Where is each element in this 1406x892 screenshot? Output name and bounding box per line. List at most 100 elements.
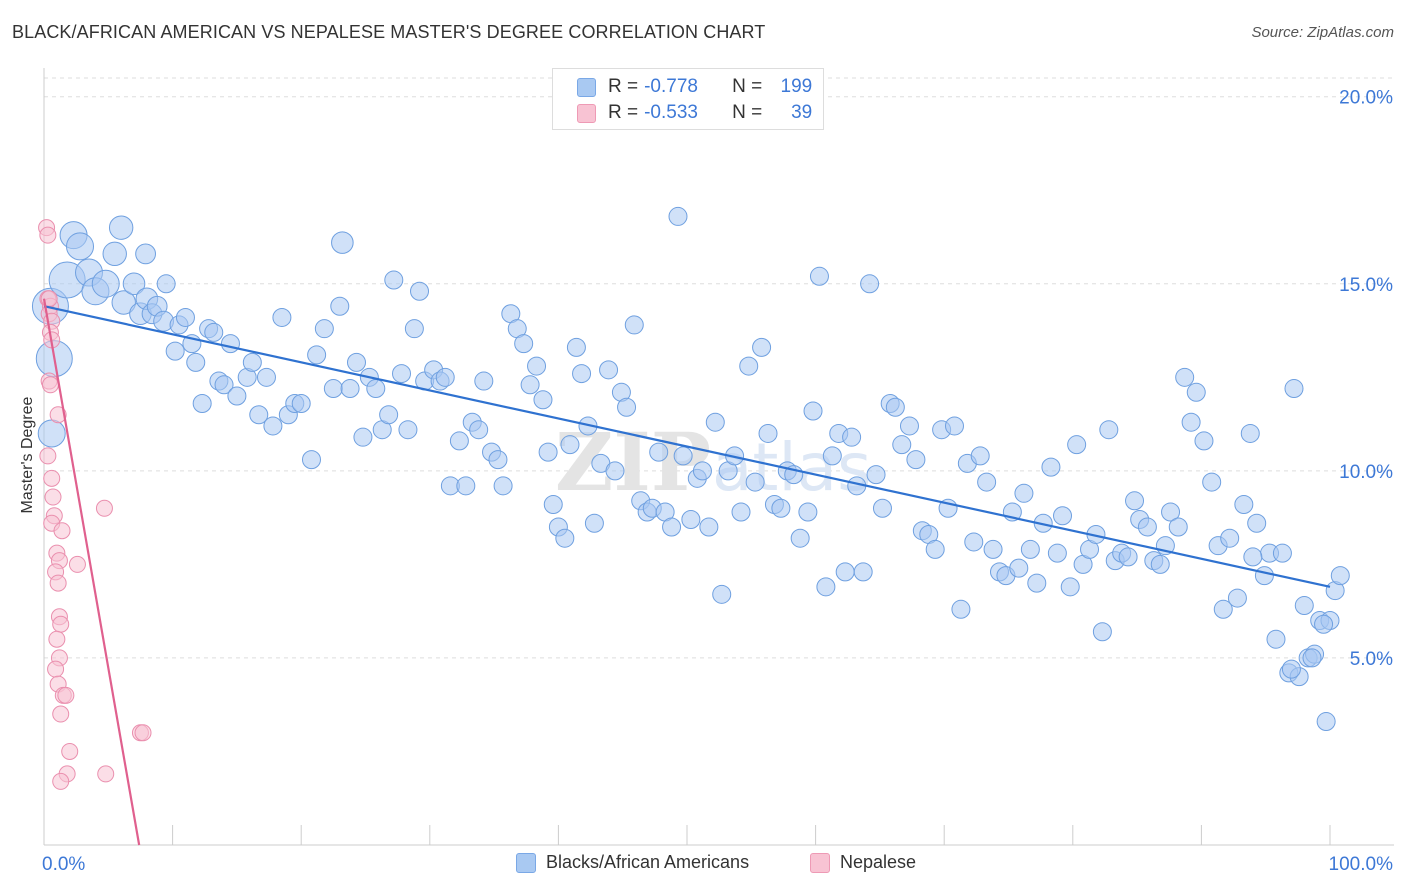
data-point-blacks [263,416,283,436]
data-point-blacks [186,352,206,372]
data-point-blacks [488,450,508,470]
data-point-blacks [469,420,489,440]
data-point-nepalese [39,226,57,244]
data-point-nepalese [41,376,59,394]
data-point-blacks [214,375,234,395]
data-point-blacks [538,442,558,462]
data-point-nepalese [40,290,58,308]
data-point-blacks [1266,629,1286,649]
data-point-blacks [449,431,469,451]
data-point-blacks [1227,588,1247,608]
data-point-blacks [944,416,964,436]
data-point-blacks [731,502,751,522]
data-point-blacks [584,513,604,533]
data-point-blacks [758,423,778,443]
data-point-nepalese [52,772,70,790]
data-point-blacks [1150,554,1170,574]
data-point-blacks [379,405,399,425]
data-point-blacks [983,539,1003,559]
data-point-blacks [816,577,836,597]
data-point-blacks [1330,566,1350,586]
data-point-blacks [1060,577,1080,597]
data-point-blacks [384,270,404,290]
data-point-blacks [1213,599,1233,619]
data-point-blacks [331,231,354,254]
r-label: R = [608,102,639,123]
data-point-blacks [1137,517,1157,537]
data-point-nepalese [53,522,71,540]
data-point-blacks [1067,435,1087,455]
data-point-nepalese [57,686,75,704]
data-point-nepalese [97,765,115,783]
data-point-blacks [392,364,412,384]
legend-item-blacks[interactable]: Blacks/African Americans [516,852,749,873]
data-point-blacks [1168,517,1188,537]
stats-legend: R = -0.778 N = 199 R = -0.533 N = 39 [552,68,824,130]
data-point-nepalese [49,574,67,592]
y-tick-label: 5.0% [1350,649,1393,670]
r-label: R = [608,76,639,97]
data-point-blacks [649,442,669,462]
data-point-blacks [572,364,592,384]
data-point-blacks [809,266,829,286]
data-point-nepalese [44,488,62,506]
data-point-nepalese [43,469,61,487]
data-point-blacks [1175,367,1195,387]
data-point-blacks [970,446,990,466]
data-point-blacks [520,375,540,395]
data-point-blacks [227,386,247,406]
data-point-blacks [91,269,120,298]
data-point-blacks [1234,495,1254,515]
data-point-blacks [175,307,195,327]
data-point-blacks [404,319,424,339]
data-point-blacks [1281,659,1301,679]
data-point-blacks [705,412,725,432]
data-point-blacks [842,427,862,447]
data-point-blacks [291,394,311,414]
data-point-blacks [1041,457,1061,477]
data-point-blacks [1099,420,1119,440]
source-label: Source: ZipAtlas.com [1251,24,1394,41]
data-point-blacks [599,360,619,380]
data-point-blacks [1316,712,1336,732]
r-value: -0.778 [644,76,698,97]
data-point-nepalese [47,660,65,678]
legend-item-nepalese[interactable]: Nepalese [810,852,916,873]
data-point-blacks [964,532,984,552]
data-point-blacks [37,419,66,448]
data-point-blacks [220,334,240,354]
data-point-blacks [111,290,136,315]
data-point-nepalese [134,724,152,742]
data-point-blacks [1186,382,1206,402]
n-label: N = [732,102,763,123]
data-point-blacks [560,435,580,455]
data-point-blacks [353,427,373,447]
data-point-blacks [555,528,575,548]
data-point-blacks [673,446,693,466]
data-point-blacks [1027,573,1047,593]
data-point-blacks [1202,472,1222,492]
data-point-blacks [745,472,765,492]
data-point-blacks [1161,502,1181,522]
n-label: N = [732,76,763,97]
data-point-blacks [977,472,997,492]
data-point-blacks [340,379,360,399]
data-point-blacks [872,498,892,518]
data-point-nepalese [39,447,57,465]
data-point-nepalese [61,742,79,760]
trend-lines [42,298,1331,846]
data-point-blacks [474,371,494,391]
data-point-blacks [1302,648,1322,668]
data-point-blacks [1220,528,1240,548]
data-point-blacks [307,345,327,365]
data-point-blacks [102,241,127,267]
data-point-blacks [771,498,791,518]
stats-row-nepalese: R = -0.533 N = 39 [577,101,812,125]
data-point-blacks [1284,379,1304,399]
data-point-nepalese [68,555,86,573]
data-point-blacks [1254,566,1274,586]
data-point-nepalese [48,630,66,648]
data-point-blacks [1047,543,1067,563]
data-point-blacks [951,599,971,619]
